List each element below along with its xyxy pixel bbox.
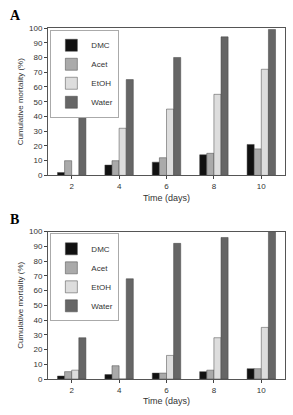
svg-text:2: 2 (69, 386, 74, 395)
svg-text:70: 70 (33, 272, 42, 281)
svg-text:Water: Water (91, 302, 112, 311)
svg-text:70: 70 (33, 68, 42, 77)
svg-text:A: A (10, 8, 21, 23)
svg-text:Cumulative mortality (%): Cumulative mortality (%) (16, 261, 25, 348)
svg-text:8: 8 (212, 182, 217, 191)
svg-text:10: 10 (33, 360, 42, 369)
svg-text:EtOH: EtOH (91, 283, 111, 292)
svg-text:60: 60 (33, 286, 42, 295)
svg-text:100: 100 (29, 24, 43, 33)
svg-text:6: 6 (164, 182, 169, 191)
svg-text:80: 80 (33, 257, 42, 266)
svg-text:DMC: DMC (91, 245, 109, 254)
svg-text:20: 20 (33, 142, 42, 151)
svg-text:40: 40 (33, 112, 42, 121)
svg-text:80: 80 (33, 53, 42, 62)
svg-text:10: 10 (33, 156, 42, 165)
svg-text:8: 8 (212, 386, 217, 395)
svg-text:60: 60 (33, 83, 42, 92)
svg-text:Acet: Acet (91, 60, 108, 69)
svg-text:0: 0 (38, 375, 43, 384)
svg-text:50: 50 (33, 301, 42, 310)
svg-text:30: 30 (33, 127, 42, 136)
svg-text:Acet: Acet (91, 264, 108, 273)
svg-text:100: 100 (29, 227, 43, 236)
svg-text:Time (days): Time (days) (143, 193, 190, 203)
svg-text:DMC: DMC (91, 41, 109, 50)
svg-text:Cumulative mortality (%): Cumulative mortality (%) (16, 58, 25, 145)
svg-text:40: 40 (33, 316, 42, 325)
svg-text:EtOH: EtOH (91, 79, 111, 88)
svg-text:2: 2 (69, 182, 74, 191)
svg-text:B: B (10, 212, 19, 227)
svg-text:Time (days): Time (days) (143, 396, 190, 406)
svg-text:50: 50 (33, 98, 42, 107)
svg-text:Water: Water (91, 98, 112, 107)
svg-text:90: 90 (33, 242, 42, 251)
svg-text:10: 10 (257, 182, 266, 191)
svg-text:6: 6 (164, 386, 169, 395)
svg-text:0: 0 (38, 171, 43, 180)
svg-text:90: 90 (33, 39, 42, 48)
svg-text:20: 20 (33, 345, 42, 354)
svg-text:10: 10 (257, 386, 266, 395)
svg-text:4: 4 (117, 386, 122, 395)
svg-text:30: 30 (33, 331, 42, 340)
svg-text:4: 4 (117, 182, 122, 191)
